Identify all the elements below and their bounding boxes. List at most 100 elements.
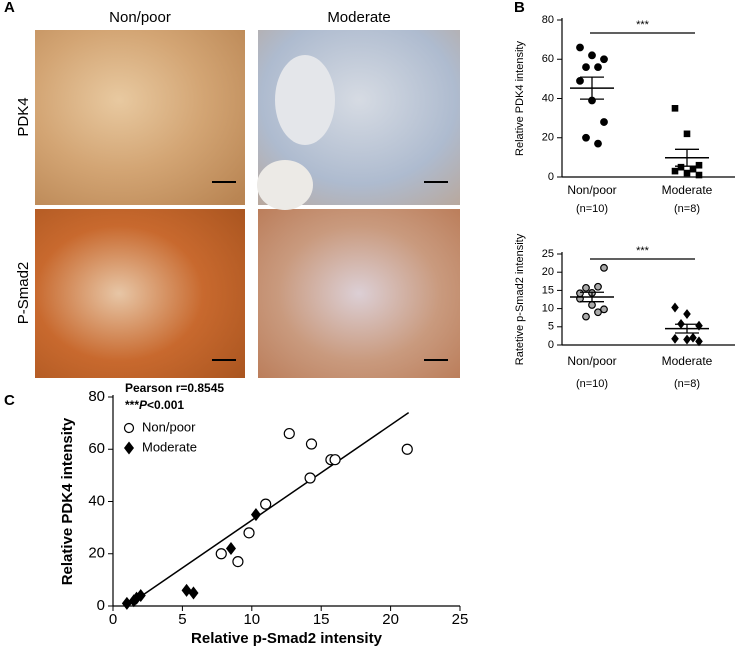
column-header: Non/poor <box>109 9 171 26</box>
p-value-part: P <box>139 398 148 412</box>
y-tick-label: 60 <box>88 440 105 457</box>
data-point <box>671 333 679 344</box>
data-point <box>683 169 691 177</box>
data-point <box>600 55 608 64</box>
sem-bar <box>675 323 699 334</box>
data-point <box>588 51 596 60</box>
data-point <box>683 130 691 138</box>
y-tick-label: 10 <box>542 303 554 315</box>
x-tick-label: 15 <box>313 611 330 628</box>
data-point <box>401 443 413 455</box>
data-point <box>121 596 132 610</box>
data-point <box>594 308 602 317</box>
data-point <box>250 508 261 522</box>
x-axis-label: Relative p-Smad2 intensity <box>191 630 383 647</box>
significance-label: *** <box>636 245 650 257</box>
row-header: PDK4 <box>15 97 32 136</box>
y-tick-label: 80 <box>88 388 105 405</box>
p-value: ***P<0.001 <box>125 398 184 412</box>
data-point <box>576 289 584 298</box>
data-point <box>683 309 691 320</box>
data-point <box>588 301 596 309</box>
y-tick-label: 20 <box>542 266 554 278</box>
y-tick-label: 40 <box>542 92 554 104</box>
data-point <box>188 586 199 600</box>
data-point <box>329 454 341 466</box>
y-tick-label: 0 <box>548 339 554 351</box>
significance-label: *** <box>636 19 650 31</box>
data-point <box>671 105 679 112</box>
x-tick-note: (n=10) <box>576 203 608 215</box>
data-point <box>576 76 584 85</box>
data-point <box>304 472 316 484</box>
data-point <box>305 438 318 450</box>
y-tick-label: 0 <box>548 171 554 183</box>
x-tick-note: (n=8) <box>674 203 700 215</box>
x-tick-label: Moderate <box>662 354 713 368</box>
data-point <box>283 427 295 440</box>
y-axis-label: Relative PDK4 intensity <box>59 417 76 585</box>
data-point <box>689 332 697 343</box>
micrograph <box>35 30 245 205</box>
gland-lumen <box>257 160 313 210</box>
y-tick-label: 0 <box>97 597 105 614</box>
fit-line <box>126 412 410 607</box>
data-point <box>582 133 590 142</box>
data-point <box>594 282 602 291</box>
data-point <box>600 263 608 272</box>
data-point <box>677 163 685 171</box>
p-value-part: *** <box>125 398 139 412</box>
legend-label: Non/poor <box>142 419 196 434</box>
x-tick-label: Non/poor <box>567 354 616 368</box>
y-tick-label: 15 <box>542 284 554 296</box>
x-tick-note: (n=8) <box>674 378 700 390</box>
data-point <box>594 63 602 71</box>
data-point <box>594 139 602 148</box>
x-tick-label: 20 <box>382 611 399 628</box>
x-tick-note: (n=10) <box>576 378 608 390</box>
data-point <box>225 542 236 556</box>
data-point <box>671 167 679 175</box>
p-value-part: <0.001 <box>147 398 184 412</box>
panel-label: B <box>514 0 525 16</box>
data-point <box>689 165 697 173</box>
data-point <box>215 548 227 560</box>
x-tick-label: 25 <box>452 611 469 628</box>
legend-label: Moderate <box>142 439 197 454</box>
y-tick-label: 60 <box>542 53 554 65</box>
data-point <box>582 283 590 292</box>
y-tick-label: 5 <box>548 321 554 333</box>
data-point <box>683 334 691 345</box>
row-header: P-Smad2 <box>15 262 32 325</box>
data-point <box>695 171 703 179</box>
data-point <box>232 555 244 568</box>
x-tick-label: 5 <box>178 611 186 628</box>
data-point <box>260 498 272 510</box>
panel-label: C <box>4 392 15 409</box>
annotation: Pearson r=0.8545 <box>125 381 224 395</box>
y-axis-label: Relative PDK4 intensity <box>514 41 526 156</box>
data-point <box>576 43 584 52</box>
sem-bar <box>580 76 604 100</box>
sem-bar <box>580 291 604 303</box>
data-point <box>123 441 135 455</box>
x-tick-label: Moderate <box>662 183 713 197</box>
x-tick-label: 10 <box>243 611 260 628</box>
y-tick-label: 20 <box>88 545 105 562</box>
data-point <box>582 63 590 71</box>
data-point <box>671 302 679 313</box>
data-point <box>600 305 608 314</box>
y-tick-label: 25 <box>542 248 554 260</box>
y-tick-label: 20 <box>542 132 554 144</box>
x-tick-label: Non/poor <box>567 183 616 197</box>
data-point <box>123 422 135 434</box>
data-point <box>600 118 608 126</box>
data-point <box>243 527 255 539</box>
sem-bar <box>675 148 699 167</box>
data-point <box>695 161 703 169</box>
micrograph <box>35 209 245 378</box>
micrograph <box>258 209 460 378</box>
x-tick-label: 0 <box>109 611 117 628</box>
y-axis-label: Ratetive p-Smad2 intensity <box>514 233 526 365</box>
